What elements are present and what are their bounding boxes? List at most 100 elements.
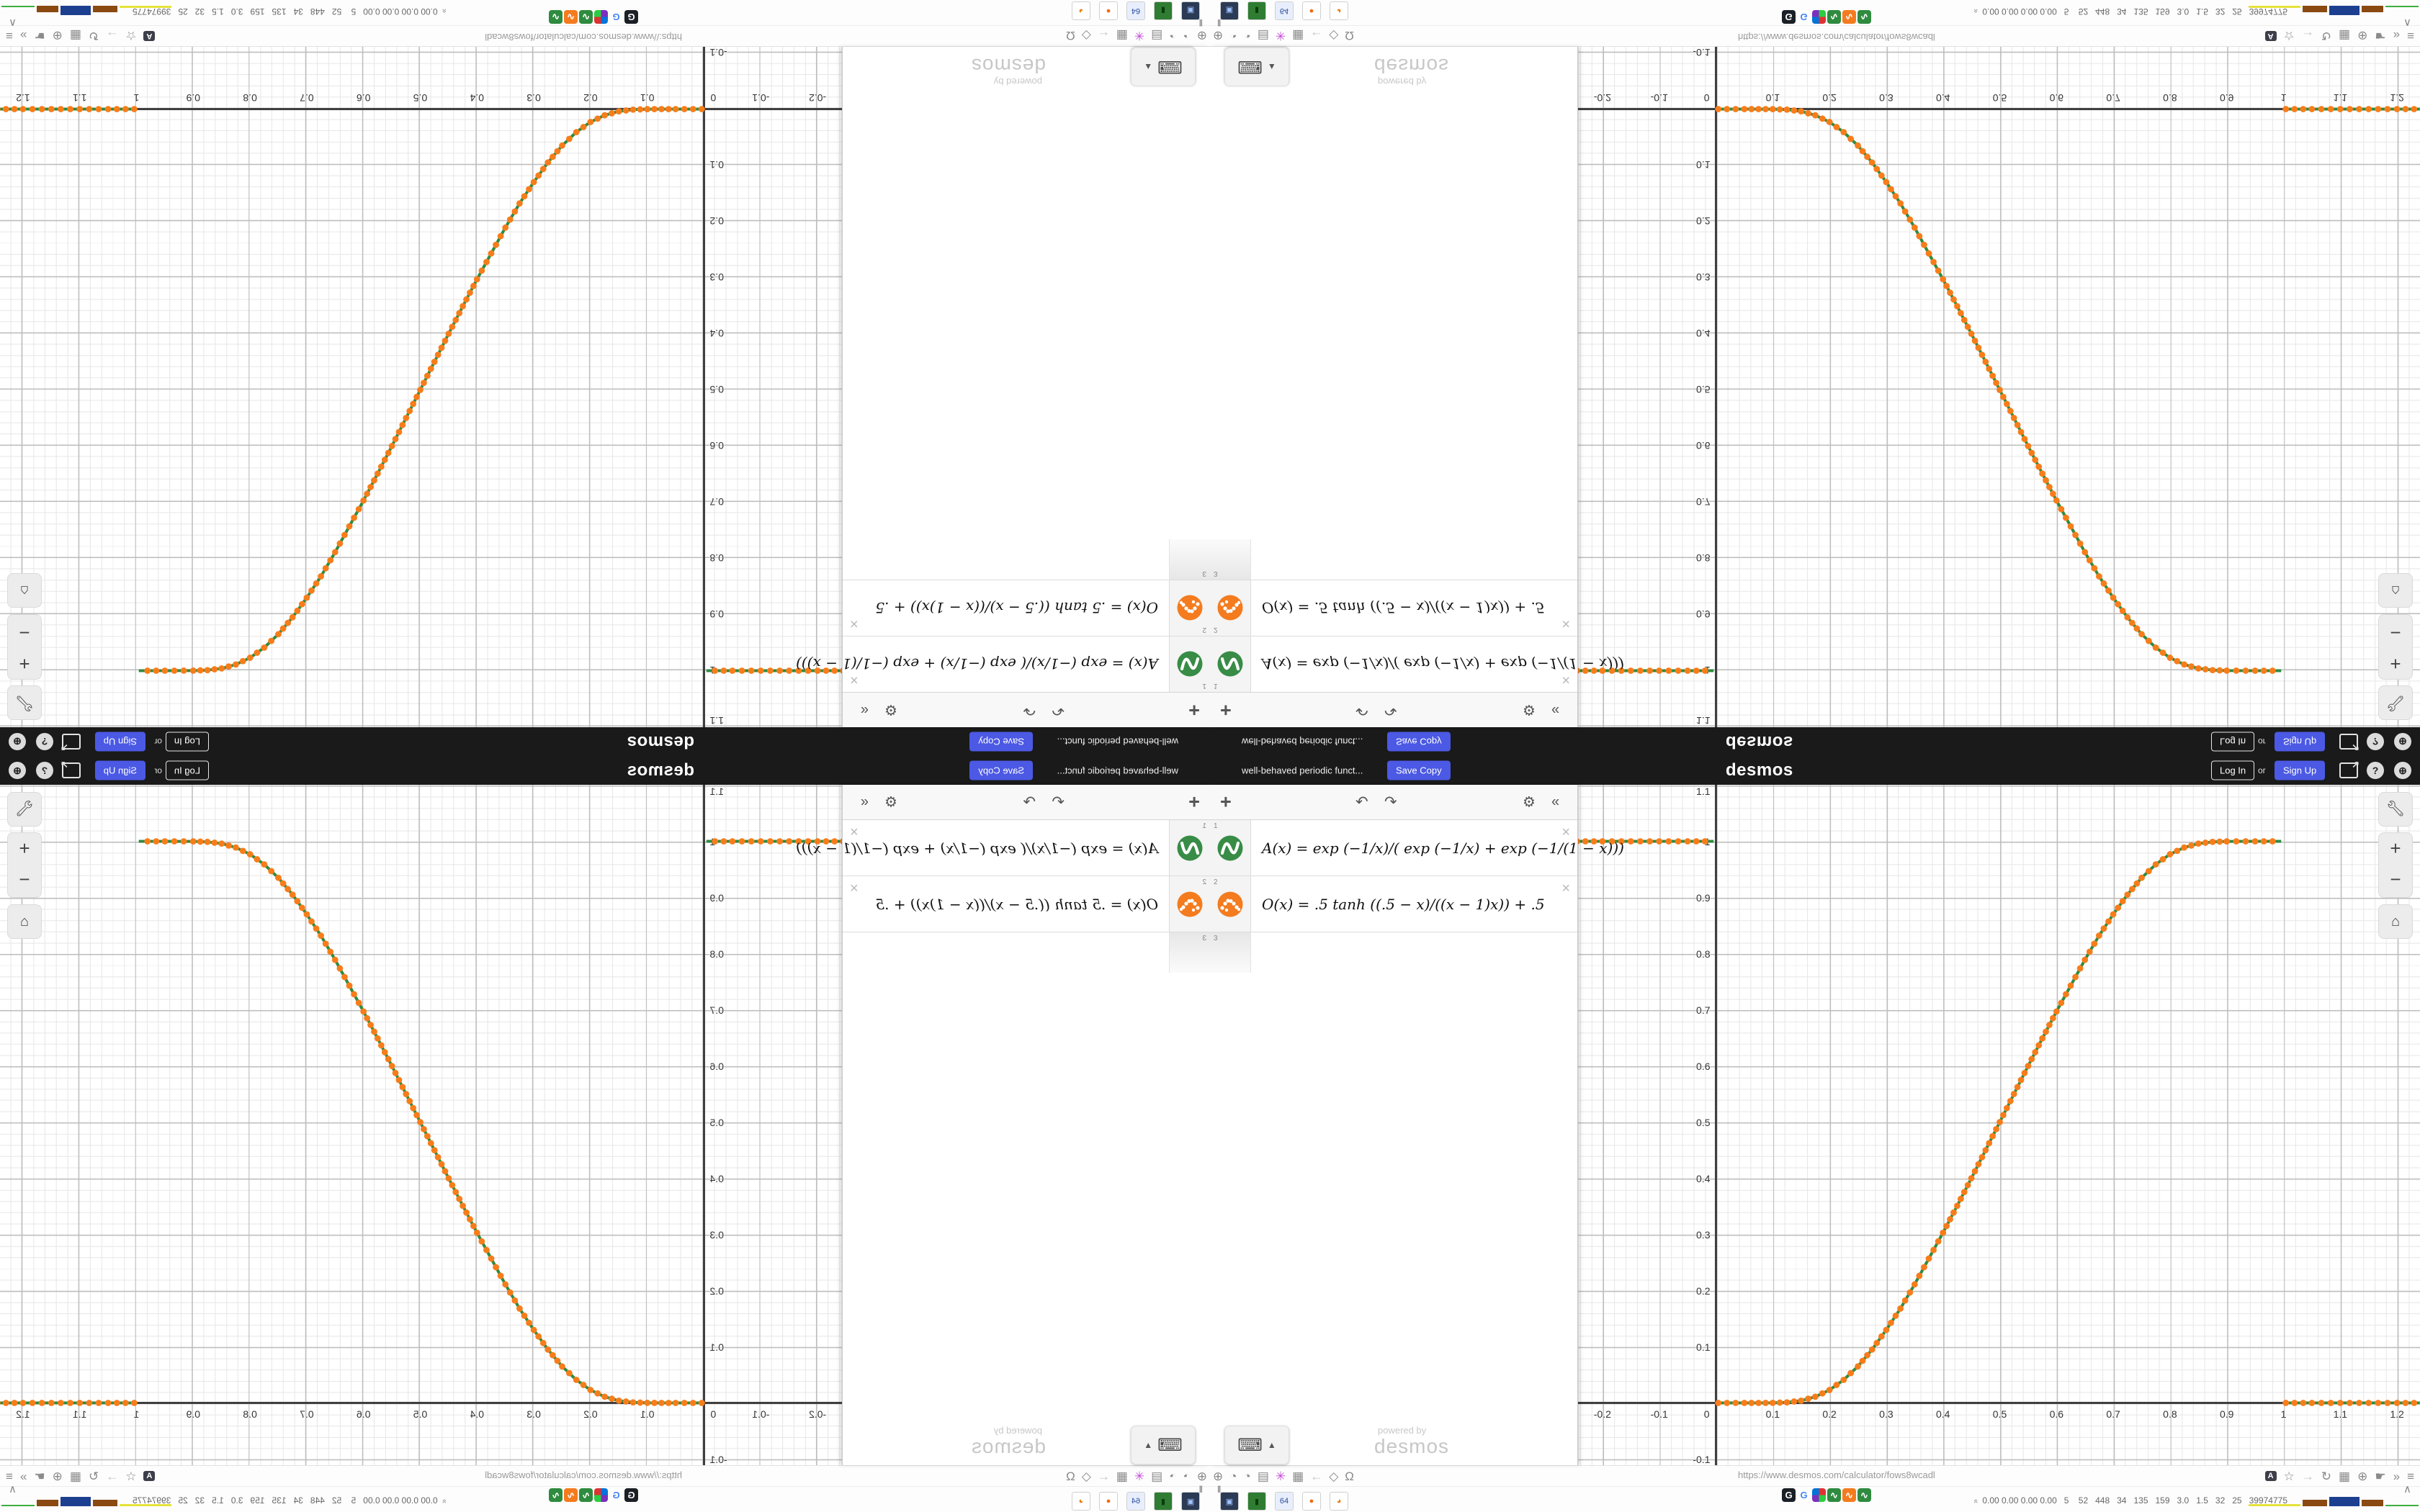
gauge2-icon[interactable]: ◔ <box>1243 1469 1251 1483</box>
book-app-icon[interactable]: ▮ <box>1247 1492 1266 1511</box>
desmos-green-favicon[interactable]: ∿ <box>579 1488 593 1502</box>
new-expression-row[interactable]: 3 <box>1210 539 1577 580</box>
gimp-favicon[interactable]: G <box>624 10 638 24</box>
firefox-app-icon[interactable]: ● <box>1099 1492 1118 1511</box>
dotted-curve-style-icon[interactable] <box>1217 891 1243 917</box>
translate-icon[interactable]: A <box>143 1471 156 1481</box>
trash-icon[interactable]: ▦ <box>1116 29 1128 43</box>
shield-icon[interactable]: ◇ <box>1081 1469 1091 1483</box>
pie-favicon[interactable] <box>594 10 608 24</box>
trash-icon[interactable]: ▦ <box>69 1469 81 1483</box>
gauge-icon[interactable]: ◔ <box>1183 1469 1191 1483</box>
expression-row[interactable]: 2 O(x) = .5 tanh ((.5 − x)/((x − 1)x)) +… <box>1210 580 1577 636</box>
expression-math[interactable]: A(x) = exp (−1/x)/( exp (−1/x) + exp (−1… <box>1262 839 1624 857</box>
desmos-logo[interactable]: desmos <box>1726 732 1793 752</box>
globe-icon[interactable]: ⊕ <box>1196 29 1207 43</box>
share-icon[interactable]: ↗ <box>60 734 81 753</box>
desmos-logo[interactable]: desmos <box>627 732 694 752</box>
book-app-icon[interactable]: ▮ <box>1154 1492 1173 1511</box>
google-favicon[interactable]: G <box>1797 10 1811 24</box>
gauge2-icon[interactable]: ◔ <box>1169 29 1177 43</box>
blender-app-icon[interactable]: ◕ <box>1330 1492 1348 1511</box>
redo-button[interactable]: ↷ <box>1384 701 1397 719</box>
trash-icon[interactable]: ▦ <box>1116 1469 1128 1483</box>
folder-icon[interactable]: ▤ <box>1257 29 1269 43</box>
expression-math[interactable]: O(x) = .5 tanh ((.5 − x)/((x − 1)x)) + .… <box>875 895 1158 913</box>
sparkler-icon[interactable]: ✳ <box>1275 29 1286 43</box>
help-icon[interactable]: ? <box>2367 762 2384 779</box>
lock-icon[interactable]: Ω <box>1066 29 1075 43</box>
desmos-green-favicon[interactable]: ∿ <box>1857 1488 1871 1502</box>
url-text[interactable]: https://www.desmos.com/calculator/fows8w… <box>485 32 682 42</box>
expression-row[interactable]: 2 O(x) = .5 tanh ((.5 − x)/((x − 1)x)) +… <box>1210 876 1577 932</box>
url-text[interactable]: https://www.desmos.com/calculator/fows8w… <box>1738 1470 1935 1480</box>
solid-curve-style-icon[interactable] <box>1217 652 1243 678</box>
solid-curve-style-icon[interactable] <box>1217 835 1243 861</box>
expression-row[interactable]: 1 A(x) = exp (−1/x)/( exp (−1/x) + exp (… <box>796 636 1210 692</box>
floppy64-app-icon[interactable]: 64 <box>1126 1 1145 20</box>
zoom-out-button[interactable]: − <box>2378 865 2413 898</box>
edit-list-gear-icon[interactable]: ⚙ <box>1523 701 1536 718</box>
overflow-icon[interactable]: » <box>2393 1469 2401 1483</box>
globe-icon[interactable]: ⊕ <box>1196 1469 1207 1483</box>
firefox-app-icon[interactable]: ● <box>1099 1 1118 20</box>
desmos-green-favicon[interactable]: ∿ <box>1827 10 1841 24</box>
expression-math[interactable]: O(x) = .5 tanh ((.5 − x)/((x − 1)x)) + .… <box>1262 895 1545 913</box>
new-expression-row[interactable]: 3 <box>843 539 1210 580</box>
delete-expression-icon[interactable]: × <box>850 616 859 631</box>
pie-favicon[interactable] <box>594 1488 608 1502</box>
desmos-green-favicon[interactable]: ∿ <box>1857 10 1871 24</box>
add-expression-button[interactable]: + <box>1220 699 1232 721</box>
graph-paper[interactable]: 🔧︎ + − ⌂ -0.2 -0.1 0 0.1 0.2 0.3 0.4 0.5 0.6 0.7 0… <box>0 785 842 1465</box>
help-icon[interactable]: ? <box>36 762 53 779</box>
overflow-icon[interactable]: » <box>2393 29 2401 43</box>
signup-button[interactable]: Sign Up <box>94 732 145 752</box>
login-button[interactable]: Log In <box>165 732 209 752</box>
back-icon[interactable]: ← <box>1097 1469 1110 1483</box>
floppy64-app-icon[interactable]: 64 <box>1275 1 1294 20</box>
signup-button[interactable]: Sign Up <box>2275 760 2326 780</box>
trash-icon[interactable]: ▦ <box>1292 29 1304 43</box>
gimp-favicon[interactable]: G <box>1782 10 1796 24</box>
language-globe-icon[interactable]: ⊕ <box>9 762 26 779</box>
collapse-panel-button[interactable]: « <box>860 793 869 810</box>
redo-button[interactable]: ↷ <box>1023 701 1036 719</box>
blender-app-icon[interactable]: ◕ <box>1072 1 1090 20</box>
edit-list-gear-icon[interactable]: ⚙ <box>884 701 897 718</box>
reload-icon[interactable]: ↻ <box>88 1469 99 1483</box>
forward-icon[interactable]: → <box>106 1469 119 1483</box>
graph-settings-wrench-icon[interactable]: 🔧︎ <box>2378 792 2413 827</box>
pie-favicon[interactable] <box>1812 1488 1826 1502</box>
back-icon[interactable]: ← <box>1310 29 1323 43</box>
gauge2-icon[interactable]: ◔ <box>1243 29 1251 43</box>
desmos-green-favicon[interactable]: ∿ <box>549 1488 563 1502</box>
back-icon[interactable]: ← <box>1097 29 1110 43</box>
save-copy-button[interactable]: Save Copy <box>1387 760 1451 780</box>
blender-app-icon[interactable]: ◕ <box>1072 1492 1090 1511</box>
expression-math[interactable]: A(x) = exp (−1/x)/( exp (−1/x) + exp (−1… <box>1262 655 1624 673</box>
folder-icon[interactable]: ▤ <box>1151 1469 1163 1483</box>
forward-icon[interactable]: → <box>2301 29 2314 43</box>
graph-settings-wrench-icon[interactable]: 🔧︎ <box>7 792 42 827</box>
url-text[interactable]: https://www.desmos.com/calculator/fows8w… <box>485 1470 682 1480</box>
delete-expression-icon[interactable]: × <box>850 672 859 688</box>
pie-favicon[interactable] <box>1812 10 1826 24</box>
delete-expression-icon[interactable]: × <box>1561 881 1570 896</box>
share-icon[interactable]: ↗ <box>60 759 81 778</box>
graph-title[interactable]: well-behaved periodic funct... <box>1057 736 1178 747</box>
sparkler-icon[interactable]: ✳ <box>1275 1469 1286 1483</box>
save-copy-button[interactable]: Save Copy <box>969 760 1033 780</box>
shield-icon[interactable]: ◇ <box>1081 29 1091 43</box>
firefox-app-icon[interactable]: ● <box>1302 1 1321 20</box>
forward-icon[interactable]: → <box>106 29 119 43</box>
graph-title[interactable]: well-behaved periodic funct... <box>1057 765 1178 776</box>
undo-button[interactable]: ↶ <box>1355 793 1368 811</box>
add-expression-button[interactable]: + <box>1188 699 1200 721</box>
main-menu-icon[interactable] <box>1187 765 1201 775</box>
new-expression-row[interactable]: 3 <box>843 932 1210 973</box>
zoom-in-button[interactable]: + <box>2378 646 2413 680</box>
bookmark-star-icon[interactable]: ☆ <box>2283 1469 2295 1483</box>
help-icon[interactable]: ? <box>36 733 53 750</box>
blender-app-icon[interactable]: ◕ <box>1330 1 1348 20</box>
sparkler-icon[interactable]: ✳ <box>1134 1469 1145 1483</box>
